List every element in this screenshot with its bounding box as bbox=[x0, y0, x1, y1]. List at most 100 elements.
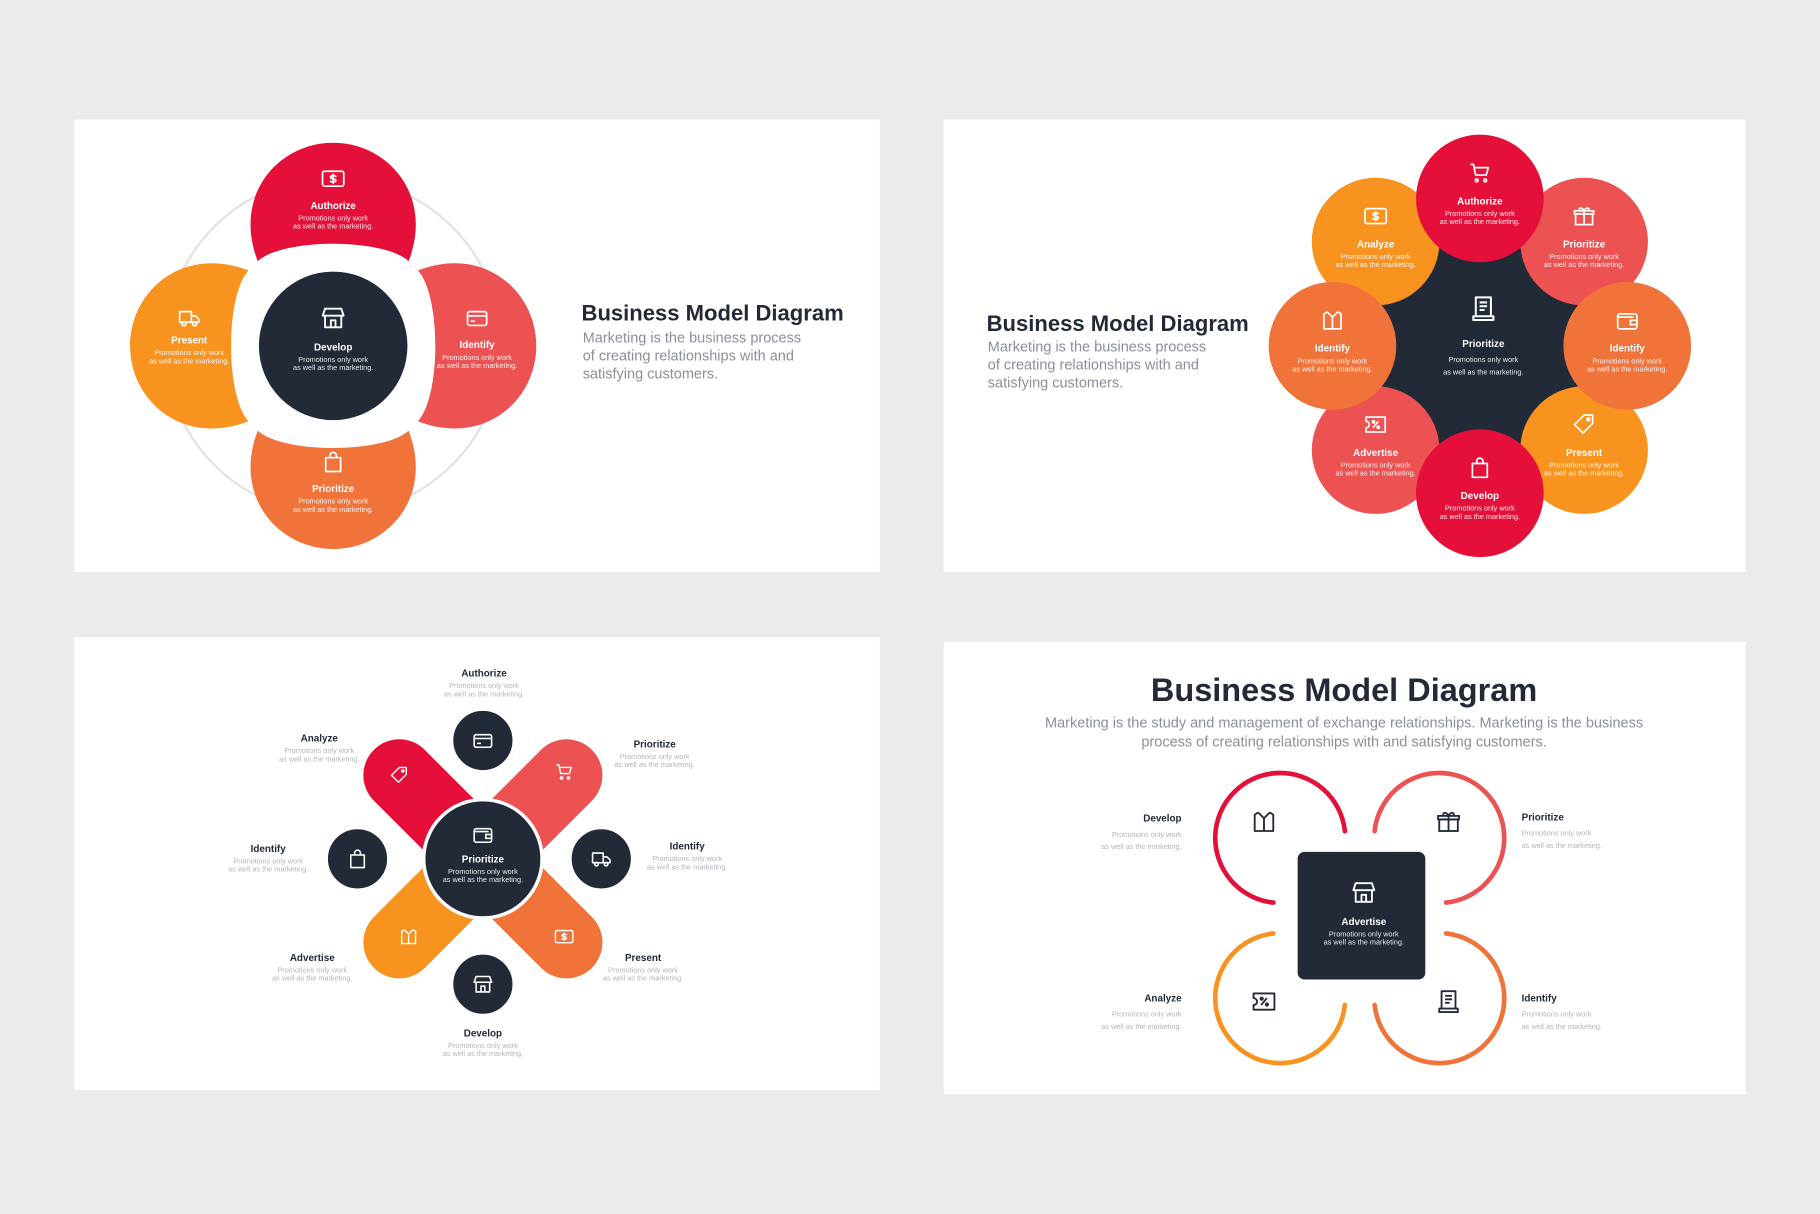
item-title: Develop bbox=[464, 1028, 502, 1039]
item-desc: Promotions only work bbox=[1592, 356, 1662, 365]
node-circle[interactable] bbox=[568, 825, 635, 892]
item-title: Authorize bbox=[461, 669, 507, 680]
item-desc: as well as the marketing. bbox=[437, 361, 517, 370]
item-desc: as well as the marketing. bbox=[228, 865, 308, 874]
panel-description: Marketing is the business process bbox=[583, 330, 801, 346]
item-desc: Promotions only work bbox=[284, 746, 354, 755]
blob-present[interactable] bbox=[130, 263, 249, 429]
item-desc: as well as the marketing. bbox=[293, 222, 373, 231]
item-desc: as well as the marketing. bbox=[1101, 1022, 1181, 1031]
item-desc: Promotions only work bbox=[298, 214, 368, 223]
item-desc: Promotions only work bbox=[1445, 504, 1515, 513]
panel-description: Marketing is the business process bbox=[988, 340, 1206, 356]
item-desc: as well as the marketing. bbox=[444, 689, 524, 698]
item-desc: as well as the marketing. bbox=[1335, 469, 1415, 478]
center-square[interactable] bbox=[1297, 851, 1426, 980]
item-desc: as well as the marketing. bbox=[1440, 217, 1520, 226]
item-desc: as well as the marketing. bbox=[1544, 469, 1624, 478]
item-title: Identify bbox=[1610, 344, 1646, 355]
node-circle[interactable] bbox=[449, 951, 516, 1018]
ring-arc[interactable] bbox=[1212, 770, 1348, 905]
item-desc: Promotions only work bbox=[1549, 460, 1619, 469]
item-desc: Promotions only work bbox=[1112, 1010, 1182, 1019]
item-title: Prioritize bbox=[312, 484, 355, 495]
blob-identify[interactable] bbox=[417, 263, 537, 429]
item-desc: as well as the marketing. bbox=[1101, 842, 1181, 851]
panel-title: Business Model Diagram bbox=[582, 300, 844, 325]
item-title: Identify bbox=[1315, 344, 1351, 355]
item-title: Prioritize bbox=[634, 739, 677, 750]
ring-arc[interactable] bbox=[1212, 931, 1348, 1066]
node-circle[interactable] bbox=[449, 707, 516, 774]
item-title: Identify bbox=[1522, 994, 1558, 1005]
item-desc: Promotions only work bbox=[1522, 829, 1592, 838]
item-title: Prioritize bbox=[1563, 239, 1606, 250]
ring-arc[interactable] bbox=[1372, 931, 1507, 1066]
item-desc: Promotions only work bbox=[442, 353, 512, 362]
item-title: Prioritize bbox=[462, 854, 505, 865]
item-desc: as well as the marketing. bbox=[1587, 364, 1667, 373]
item-title: Analyze bbox=[1144, 994, 1182, 1005]
center-circle[interactable] bbox=[421, 797, 544, 920]
blob-prioritize[interactable] bbox=[250, 430, 416, 549]
item-desc: as well as the marketing. bbox=[293, 505, 373, 514]
item-title: Present bbox=[171, 336, 208, 347]
item-desc: Promotions only work bbox=[1112, 830, 1182, 839]
item-desc: as well as the marketing. bbox=[1522, 1022, 1602, 1031]
panel-description: of creating relationships with and bbox=[583, 348, 794, 364]
item-desc: as well as the marketing. bbox=[443, 1049, 523, 1058]
item-desc: Promotions only work bbox=[448, 867, 518, 876]
petal-present[interactable] bbox=[1520, 386, 1648, 514]
item-title: Develop bbox=[1461, 491, 1499, 502]
item-desc: as well as the marketing. bbox=[647, 862, 727, 871]
panel-description: satisfying customers. bbox=[583, 366, 718, 382]
item-title: Identify bbox=[251, 844, 287, 855]
item-desc: Promotions only work bbox=[1329, 930, 1399, 939]
item-desc: Promotions only work bbox=[1448, 355, 1518, 364]
item-title: Identify bbox=[460, 340, 496, 351]
item-desc: Promotions only work bbox=[298, 355, 368, 364]
petal-identify[interactable] bbox=[1563, 282, 1692, 410]
petal-advertise[interactable] bbox=[1311, 386, 1440, 514]
item-desc: Promotions only work bbox=[233, 856, 303, 865]
item-title: Advertise bbox=[290, 953, 335, 964]
node-circle[interactable] bbox=[324, 825, 391, 892]
panel-description: process of creating relationships with a… bbox=[1141, 734, 1546, 750]
item-title: Analyze bbox=[301, 734, 339, 745]
panel-description: satisfying customers. bbox=[988, 376, 1123, 392]
item-desc: Promotions only work bbox=[1445, 209, 1515, 218]
item-desc: as well as the marketing. bbox=[603, 974, 683, 983]
item-title: Develop bbox=[314, 343, 352, 354]
panel-title: Business Model Diagram bbox=[1151, 672, 1537, 708]
center-hub[interactable] bbox=[1373, 239, 1587, 453]
center-circle[interactable] bbox=[258, 271, 408, 421]
item-title: Advertise bbox=[1353, 448, 1398, 459]
item-desc: Promotions only work bbox=[1341, 252, 1411, 261]
petal-analyze[interactable] bbox=[1311, 177, 1440, 306]
item-desc: Promotions only work bbox=[448, 1041, 518, 1050]
item-desc: as well as the marketing. bbox=[1522, 841, 1602, 850]
item-desc: as well as the marketing. bbox=[1335, 260, 1415, 269]
blob-authorize[interactable] bbox=[250, 142, 416, 262]
panel-title: Business Model Diagram bbox=[987, 311, 1249, 336]
petal-prioritize[interactable] bbox=[1520, 177, 1648, 306]
item-desc: as well as the marketing. bbox=[615, 760, 695, 769]
item-title: Develop bbox=[1143, 814, 1181, 825]
item-desc: Promotions only work bbox=[298, 497, 368, 506]
item-desc: as well as the marketing. bbox=[1443, 367, 1523, 376]
item-title: Present bbox=[1566, 448, 1603, 459]
ring-arc[interactable] bbox=[1372, 770, 1507, 905]
item-title: Authorize bbox=[310, 201, 356, 212]
item-desc: Promotions only work bbox=[608, 966, 678, 975]
item-desc: Promotions only work bbox=[652, 854, 722, 863]
petal-identify[interactable] bbox=[1268, 282, 1397, 410]
item-desc: as well as the marketing. bbox=[272, 974, 352, 983]
petal-authorize[interactable] bbox=[1416, 134, 1544, 263]
petal-develop[interactable] bbox=[1416, 429, 1544, 558]
item-desc: Promotions only work bbox=[620, 752, 690, 761]
